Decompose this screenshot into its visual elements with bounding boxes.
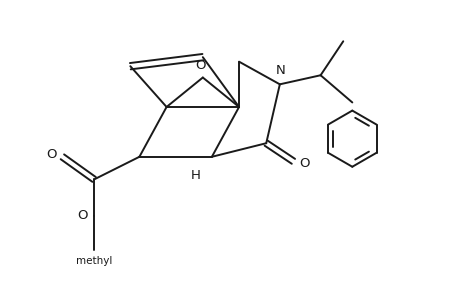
Text: N: N (275, 64, 285, 76)
Text: O: O (77, 209, 87, 222)
Text: H: H (190, 169, 201, 182)
Text: O: O (195, 59, 205, 72)
Text: O: O (298, 157, 309, 170)
Text: O: O (46, 148, 57, 161)
Text: methyl: methyl (76, 256, 112, 266)
